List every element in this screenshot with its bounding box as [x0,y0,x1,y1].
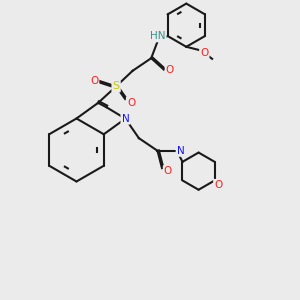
Text: O: O [214,180,222,190]
Text: O: O [164,166,172,176]
Text: S: S [112,81,120,92]
Text: O: O [90,76,98,86]
Text: N: N [177,146,184,156]
Text: HN: HN [150,31,166,41]
Text: O: O [166,64,174,75]
Text: N: N [122,114,129,124]
Text: O: O [200,48,208,58]
Text: O: O [127,98,135,108]
